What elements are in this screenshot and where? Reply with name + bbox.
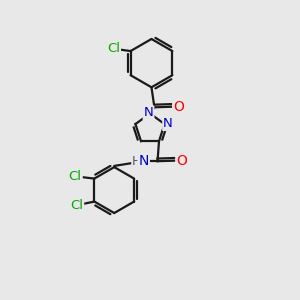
Text: Cl: Cl [107, 42, 120, 55]
Text: O: O [176, 154, 187, 168]
Text: N: N [139, 154, 149, 168]
Text: Cl: Cl [69, 170, 82, 183]
Text: H: H [132, 155, 142, 168]
Text: N: N [163, 117, 173, 130]
Text: N: N [144, 106, 153, 119]
Text: Cl: Cl [70, 199, 83, 212]
Text: O: O [173, 100, 184, 114]
